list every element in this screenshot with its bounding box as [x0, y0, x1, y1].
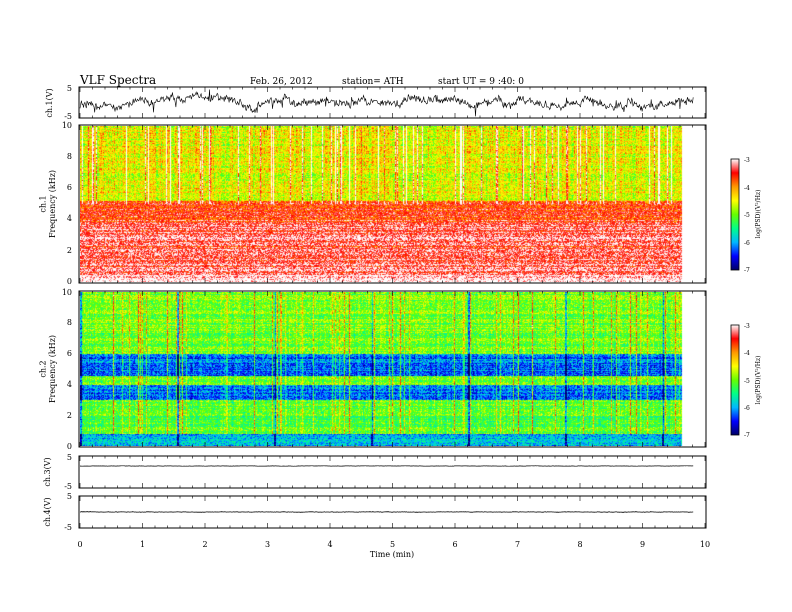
x-tick-label: 9	[640, 540, 645, 549]
ch1-spectrogram-image	[80, 126, 693, 282]
cbar2-tick-m4: -4	[744, 350, 750, 357]
station-label: station= ATH	[342, 77, 404, 87]
ch4-ytick-bottom: -5	[64, 523, 72, 532]
spec1-ytick-8: 8	[67, 152, 72, 161]
spec1-ytick-6: 6	[67, 183, 72, 192]
colorbar-2: -3 -4 -5 -6 -7 log(PSD)(V²/Hz)	[730, 323, 762, 439]
ch3-voltage-trace	[79, 465, 694, 467]
date-label: Feb. 26, 2012	[250, 77, 313, 87]
spec2-ytick-8: 8	[67, 318, 72, 327]
colorbar-1: -3 -4 -5 -6 -7 log(PSD)(V²/Hz)	[730, 157, 762, 274]
x-tick-label: 7	[515, 540, 520, 549]
cbar1-label: log(PSD)(V²/Hz)	[755, 190, 762, 239]
x-tick-label: 6	[452, 540, 457, 549]
spec1-ylabel: ch.1Frequency (kHz)	[39, 170, 57, 238]
spec2-ytick-6: 6	[67, 349, 72, 358]
cbar1-tick-m3: -3	[744, 157, 750, 164]
cbar1-tick-m7: -7	[744, 267, 750, 274]
cbar2-tick-m6: -6	[744, 405, 750, 412]
ch3-voltage-ylabel: ch.3(V)	[43, 457, 52, 486]
ch3-ytick-top: 5	[67, 453, 72, 462]
spec1-ytick-0: 0	[67, 277, 72, 286]
ch4-voltage-ylabel: ch.4(V)	[43, 497, 52, 526]
cbar2-label: log(PSD)(V²/Hz)	[755, 356, 762, 405]
start-time-label: start UT = 9 :40: 0	[438, 77, 524, 87]
cbar1-tick-m5: -5	[744, 212, 750, 219]
cbar2-tick-m7: -7	[744, 432, 750, 439]
ch1-spectrogram-panel: 10 8 6 4 2 0 ch.1Frequency (kHz)	[39, 121, 707, 286]
cbar1-tick-m6: -6	[744, 240, 750, 247]
spec2-ytick-4: 4	[67, 380, 72, 389]
time-axis-label: Time (min)	[370, 550, 414, 559]
cbar2-tick-m3: -3	[744, 323, 750, 330]
ch1-ytick-bottom: -5	[64, 112, 72, 121]
x-tick-label: 4	[327, 540, 332, 549]
spec2-ylabel: ch.2Frequency (kHz)	[39, 335, 57, 403]
spec1-ytick-10: 10	[62, 121, 72, 130]
x-tick-label: 10	[700, 540, 710, 549]
ch4-voltage-trace	[80, 511, 694, 513]
ch1-voltage-trace	[79, 89, 694, 117]
x-tick-label: 5	[390, 540, 395, 549]
time-axis: 0 1 2 3 4 5 6 7 8 9 10	[77, 87, 710, 549]
ch2-spectrogram-panel: 10 8 6 4 2 0 ch.2Frequency (kHz)	[39, 288, 707, 451]
x-tick-label: 8	[577, 540, 582, 549]
ch1-ytick-top: 5	[67, 84, 72, 93]
ch2-spectrogram-image	[80, 292, 693, 446]
ch1-voltage-panel: 5 -5 ch.1(V)	[45, 84, 707, 121]
x-tick-label: 3	[265, 540, 270, 549]
ch1-voltage-ylabel: ch.1(V)	[45, 88, 54, 117]
spec2-ytick-0: 0	[67, 442, 72, 451]
ch3-ytick-bottom: -5	[64, 482, 72, 491]
cbar2-tick-m5: -5	[744, 378, 750, 385]
spec1-ytick-2: 2	[67, 246, 72, 255]
x-tick-label: 2	[202, 540, 207, 549]
spec2-ytick-10: 10	[62, 288, 72, 297]
ch4-ytick-top: 5	[67, 492, 72, 501]
spec2-ytick-2: 2	[67, 411, 72, 420]
cbar1-tick-m4: -4	[744, 185, 750, 192]
x-tick-label: 1	[140, 540, 145, 549]
x-tick-label: 0	[77, 540, 82, 549]
chart-title: VLF Spectra	[79, 73, 156, 87]
spec1-ytick-4: 4	[67, 214, 72, 223]
